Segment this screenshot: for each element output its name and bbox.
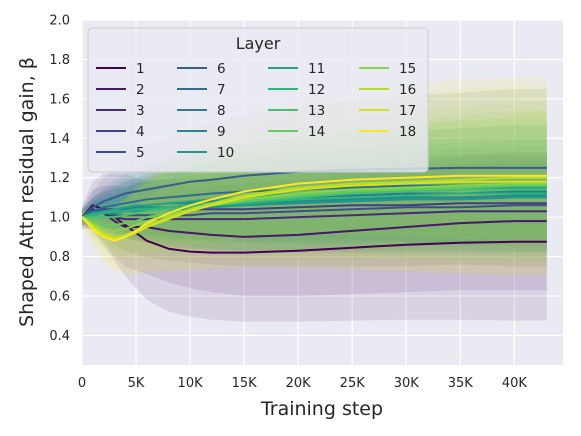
y-tick-label: 2.0 <box>49 14 70 29</box>
legend-label: 13 <box>308 103 325 119</box>
legend-item-3: 3 <box>96 103 145 119</box>
y-tick-label: 0.8 <box>49 250 70 265</box>
legend-label: 12 <box>308 82 325 98</box>
y-tick-label: 0.4 <box>49 329 70 344</box>
legend-label: 9 <box>217 124 226 140</box>
legend-label: 10 <box>217 145 234 161</box>
y-tick-label: 1.6 <box>49 92 70 107</box>
x-tick-label: 0 <box>78 376 86 391</box>
legend-label: 15 <box>399 61 416 77</box>
legend-item-16: 16 <box>359 82 416 98</box>
legend-label: 1 <box>136 61 145 77</box>
legend-label: 18 <box>399 124 416 140</box>
legend-item-8: 8 <box>177 103 226 119</box>
line-layer-3 <box>82 210 547 221</box>
legend-label: 14 <box>308 124 325 140</box>
legend-item-5: 5 <box>96 145 145 161</box>
x-tick-label: 10K <box>178 376 204 391</box>
x-tick-label: 20K <box>286 376 312 391</box>
y-tick-label: 1.0 <box>49 211 70 226</box>
x-tick-label: 25K <box>340 376 366 391</box>
y-tick-label: 0.6 <box>49 290 70 305</box>
legend-item-13: 13 <box>268 103 325 119</box>
legend-label: 4 <box>136 124 145 140</box>
legend-label: 16 <box>399 82 416 98</box>
line-layer-18 <box>82 174 547 242</box>
y-ticks: 0.4 0.6 0.8 1.0 1.2 1.4 1.6 1.8 2.0 <box>49 14 70 344</box>
legend-label: 3 <box>136 103 145 119</box>
legend-item-11: 11 <box>268 61 325 77</box>
y-axis-label: Shaped Attn residual gain, β <box>16 57 38 327</box>
band-layer-15 <box>82 102 547 265</box>
legend-item-7: 7 <box>177 82 226 98</box>
legend-item-10: 10 <box>177 145 234 161</box>
y-tick-label: 1.2 <box>49 171 70 186</box>
line-layer-5 <box>82 204 547 219</box>
line-layer-7 <box>82 182 547 218</box>
legend-label: 11 <box>308 61 325 77</box>
line-layer-17 <box>82 180 547 240</box>
x-axis-label: Training step <box>260 398 383 420</box>
legend-item-9: 9 <box>177 124 226 140</box>
line-layer-13 <box>82 188 547 219</box>
series-lines <box>82 166 547 254</box>
x-tick-label: 40K <box>502 376 528 391</box>
legend-item-18: 18 <box>359 124 416 140</box>
x-tick-label: 35K <box>448 376 474 391</box>
legend-box <box>87 27 429 173</box>
line-layer-16 <box>82 176 547 238</box>
legend-item-2: 2 <box>96 82 145 98</box>
line-layer-2 <box>82 208 547 238</box>
legend-item-1: 1 <box>96 61 145 77</box>
y-tick-label: 1.4 <box>49 132 70 147</box>
legend-item-4: 4 <box>96 124 145 140</box>
legend-item-12: 12 <box>268 82 325 98</box>
legend-label: 7 <box>217 82 226 98</box>
legend-item-17: 17 <box>359 103 416 119</box>
y-tick-label: 1.8 <box>49 53 70 68</box>
legend-label: 8 <box>217 103 226 119</box>
legend-label: 5 <box>136 145 145 161</box>
x-tick-label: 5K <box>128 376 145 391</box>
legend-label: 6 <box>217 61 226 77</box>
legend-title: Layer <box>236 34 281 53</box>
legend-item-15: 15 <box>359 61 416 77</box>
legend-label: 17 <box>399 103 416 119</box>
legend-item-6: 6 <box>177 61 226 77</box>
x-ticks: 0 5K 10K 15K 20K 25K 30K 35K 40K <box>78 376 528 391</box>
legend-label: 2 <box>136 82 145 98</box>
x-tick-label: 30K <box>394 376 420 391</box>
legend-item-14: 14 <box>268 124 325 140</box>
x-tick-label: 15K <box>232 376 258 391</box>
